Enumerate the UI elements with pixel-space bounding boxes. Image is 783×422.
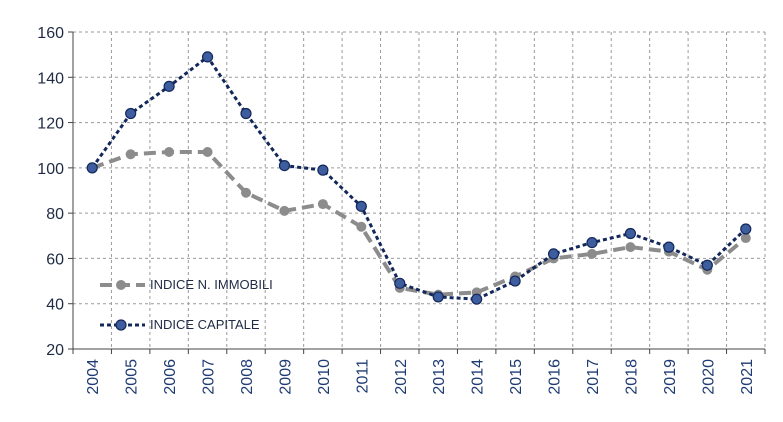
x-tick-label-2013: 2013 [431, 359, 448, 395]
x-tick-label-2017: 2017 [585, 359, 602, 395]
data-point-indice-capitale-2008 [240, 107, 252, 120]
y-tick-label-20: 20 [46, 342, 64, 359]
data-point-indice-capitale-2017 [586, 236, 598, 249]
data-point-indice-capitale-2004 [86, 162, 98, 174]
x-tick-label-2015: 2015 [508, 359, 525, 395]
legend-label-indice-n-immobili: INDICE N. IMMOBILI [150, 277, 273, 292]
x-tick-label-2008: 2008 [239, 359, 256, 395]
data-point-indice-capitale-2010 [317, 164, 329, 176]
data-point-indice-n-immobili-2009 [279, 205, 290, 216]
data-point-indice-capitale-2007 [201, 51, 214, 63]
x-tick-label-2004: 2004 [85, 359, 102, 395]
data-point-indice-n-immobili-2017 [587, 248, 597, 259]
data-point-indice-capitale-2005 [125, 107, 137, 120]
series-line-indice-capitale [90, 55, 747, 301]
x-axis-ticks: 2004 2005 2006 2007 2008 2009 2010 2011 2012 2013… [85, 359, 756, 395]
grid-lines [73, 31, 766, 350]
data-point-indice-capitale-2014 [471, 293, 483, 305]
x-tick-label-2007: 2007 [201, 359, 218, 395]
legend-marker-indice-capitale [115, 319, 127, 331]
data-point-indice-capitale-2021 [740, 223, 752, 235]
data-point-indice-n-immobili-2005 [125, 149, 136, 160]
x-tick-label-2020: 2020 [700, 359, 717, 395]
data-point-indice-n-immobili-2021 [740, 233, 751, 244]
axes [68, 31, 766, 354]
data-point-indice-capitale-2019 [663, 241, 675, 253]
x-tick-label-2006: 2006 [162, 359, 179, 395]
data-point-indice-capitale-2009 [278, 159, 291, 172]
legend: INDICE N. IMMOBILI INDICE CAPITALE [100, 277, 273, 332]
y-tick-label-60: 60 [46, 251, 64, 268]
data-point-indice-capitale-2013 [432, 291, 444, 303]
data-point-indice-capitale-2015 [509, 275, 521, 287]
x-tick-label-2010: 2010 [316, 359, 333, 395]
data-point-indice-n-immobili-2007 [202, 147, 213, 158]
data-point-indice-capitale-2016 [547, 248, 560, 260]
data-point-indice-n-immobili-2008 [241, 187, 251, 198]
x-tick-label-2021: 2021 [739, 359, 756, 395]
y-tick-label-80: 80 [46, 206, 64, 223]
data-point-indice-n-immobili-2011 [356, 221, 367, 232]
y-tick-label-100: 100 [37, 161, 64, 178]
data-point-indice-n-immobili-2018 [625, 242, 636, 253]
series-line-indice-n-immobili [91, 150, 748, 297]
legend-label-indice-capitale: INDICE CAPITALE [150, 317, 260, 332]
y-axis-ticks: 20 40 60 80 100 120 140 160 [37, 25, 64, 359]
y-tick-label-160: 160 [37, 25, 64, 42]
x-tick-label-2018: 2018 [623, 359, 640, 395]
series-group [86, 51, 752, 305]
data-point-indice-capitale-2006 [163, 80, 175, 92]
y-tick-label-140: 140 [37, 70, 64, 87]
x-tick-label-2019: 2019 [662, 359, 679, 395]
x-tick-label-2014: 2014 [470, 359, 487, 395]
x-tick-label-2009: 2009 [277, 359, 294, 395]
data-point-indice-n-immobili-2006 [164, 147, 175, 158]
data-point-indice-capitale-2012 [394, 277, 406, 289]
x-tick-label-2005: 2005 [124, 359, 141, 395]
x-tick-label-2012: 2012 [393, 359, 410, 395]
data-point-indice-capitale-2018 [624, 227, 637, 240]
data-point-indice-n-immobili-2010 [317, 199, 328, 210]
x-tick-label-2011: 2011 [354, 359, 371, 394]
y-tick-label-120: 120 [37, 116, 64, 133]
data-point-indice-capitale-2011 [355, 200, 367, 212]
data-point-indice-capitale-2020 [701, 259, 713, 271]
legend-marker-indice-n-immobili [116, 280, 126, 290]
x-tick-label-2016: 2016 [547, 359, 564, 395]
y-tick-label-40: 40 [46, 297, 64, 314]
